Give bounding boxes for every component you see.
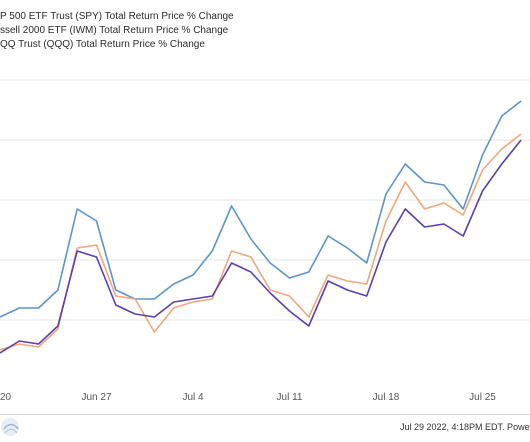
- ycharts-logo: [0, 415, 40, 442]
- series-lines: [0, 100, 522, 354]
- legend-label-iwm: ssell 2000 ETF (IWM) Total Return Price …: [0, 25, 229, 36]
- legend-item-iwm[interactable]: ssell 2000 ETF (IWM) Total Return Price …: [0, 24, 234, 38]
- legend-item-qqq[interactable]: QQ Trust (QQQ) Total Return Price % Chan…: [0, 38, 234, 52]
- series-line-iwm[interactable]: [0, 133, 522, 351]
- x-tick-label-4: Jul 18: [373, 392, 400, 403]
- x-tick-label-5: Jul 25: [469, 392, 496, 403]
- grid-lines: [0, 79, 530, 321]
- x-axis-ticks: 20 Jun 27 Jul 4 Jul 11 Jul 18 Jul 25: [0, 392, 496, 403]
- x-tick-label-1: Jun 27: [81, 392, 111, 403]
- chart-legend: P 500 ETF Trust (SPY) Total Return Price…: [0, 10, 234, 52]
- legend-label-spy: P 500 ETF Trust (SPY) Total Return Price…: [0, 11, 234, 22]
- chart-footer: Jul 29 2022, 4:18PM EDT. Powered by: [0, 414, 530, 442]
- x-tick-label-2: Jul 4: [182, 392, 204, 403]
- legend-label-qqq: QQ Trust (QQQ) Total Return Price % Chan…: [0, 39, 205, 50]
- x-tick-label-0: 20: [0, 392, 12, 403]
- series-line-qqq[interactable]: [0, 139, 522, 354]
- logo-icon: [1, 418, 19, 436]
- legend-item-spy[interactable]: P 500 ETF Trust (SPY) Total Return Price…: [0, 10, 234, 24]
- x-tick-label-3: Jul 11: [277, 392, 303, 403]
- footer-timestamp: Jul 29 2022, 4:18PM EDT. Powered by: [400, 422, 530, 432]
- series-line-spy[interactable]: [0, 100, 522, 318]
